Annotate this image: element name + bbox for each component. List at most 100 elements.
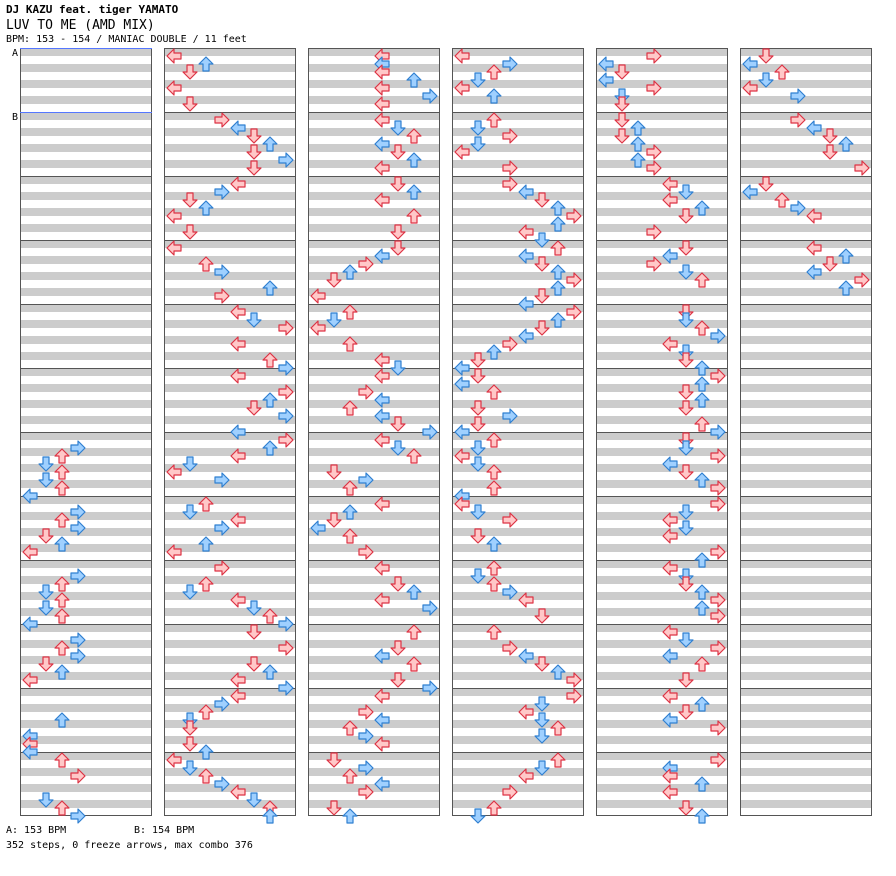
beat-stripe [740, 240, 872, 248]
beat-stripe [20, 608, 152, 616]
beat-stripe [308, 608, 440, 616]
left-arrow-icon [374, 136, 390, 152]
beat-stripe [596, 224, 728, 232]
left-arrow-icon [374, 80, 390, 96]
beat-stripe [308, 240, 440, 248]
up-arrow-icon [406, 448, 422, 464]
down-arrow-icon [182, 736, 198, 752]
beat-stripe [20, 400, 152, 408]
beat-stripe [20, 80, 152, 88]
beat-stripe [308, 208, 440, 216]
beat-stripe [596, 624, 728, 632]
down-arrow-icon [758, 72, 774, 88]
beat-stripe [164, 400, 296, 408]
down-arrow-icon [246, 128, 262, 144]
left-arrow-icon [374, 712, 390, 728]
down-arrow-icon [678, 264, 694, 280]
up-arrow-icon [54, 480, 70, 496]
down-arrow-icon [390, 176, 406, 192]
beat-stripe [740, 640, 872, 648]
left-arrow-icon [518, 704, 534, 720]
up-arrow-icon [54, 512, 70, 528]
left-arrow-icon [22, 488, 38, 504]
beat-stripe [740, 624, 872, 632]
chart-column [308, 48, 440, 816]
beat-stripe [20, 336, 152, 344]
beat-stripe [452, 624, 584, 632]
right-arrow-icon [422, 88, 438, 104]
right-arrow-icon [710, 608, 726, 624]
beat-stripe [740, 720, 872, 728]
left-arrow-icon [662, 512, 678, 528]
up-arrow-icon [342, 808, 358, 824]
up-arrow-icon [54, 536, 70, 552]
right-arrow-icon [358, 256, 374, 272]
beat-stripe [308, 352, 440, 360]
right-arrow-icon [278, 616, 294, 632]
column-border [164, 48, 296, 816]
beat-stripe [452, 672, 584, 680]
left-arrow-icon [230, 336, 246, 352]
up-arrow-icon [486, 432, 502, 448]
beat-stripe [164, 256, 296, 264]
left-arrow-icon [230, 512, 246, 528]
down-arrow-icon [678, 704, 694, 720]
down-arrow-icon [678, 312, 694, 328]
beat-stripe [20, 256, 152, 264]
left-arrow-icon [374, 368, 390, 384]
beat-stripe [20, 496, 152, 504]
left-arrow-icon [374, 392, 390, 408]
left-arrow-icon [806, 208, 822, 224]
down-arrow-icon [470, 352, 486, 368]
beat-stripe [164, 352, 296, 360]
down-arrow-icon [246, 624, 262, 640]
beat-stripe [452, 240, 584, 248]
right-arrow-icon [710, 720, 726, 736]
up-arrow-icon [550, 264, 566, 280]
up-arrow-icon [550, 720, 566, 736]
right-arrow-icon [70, 648, 86, 664]
beat-stripe [164, 128, 296, 136]
right-arrow-icon [710, 640, 726, 656]
up-arrow-icon [630, 136, 646, 152]
beat-stripe [740, 496, 872, 504]
right-arrow-icon [502, 160, 518, 176]
chart-column [452, 48, 584, 816]
beat-stripe [308, 528, 440, 536]
left-arrow-icon [374, 432, 390, 448]
beat-stripe [308, 784, 440, 792]
beat-stripe [308, 288, 440, 296]
chart-info: BPM: 153 - 154 / MANIAC DOUBLE / 11 feet [6, 34, 247, 45]
beat-stripe [20, 512, 152, 520]
left-arrow-icon [662, 560, 678, 576]
beat-stripe [164, 608, 296, 616]
up-arrow-icon [54, 752, 70, 768]
up-arrow-icon [342, 720, 358, 736]
up-arrow-icon [486, 800, 502, 816]
right-arrow-icon [422, 600, 438, 616]
up-arrow-icon [198, 576, 214, 592]
left-arrow-icon [166, 80, 182, 96]
down-arrow-icon [534, 256, 550, 272]
up-arrow-icon [406, 184, 422, 200]
up-arrow-icon [486, 64, 502, 80]
down-arrow-icon [246, 160, 262, 176]
up-arrow-icon [774, 64, 790, 80]
up-arrow-icon [486, 536, 502, 552]
down-arrow-icon [534, 696, 550, 712]
beat-stripe [452, 656, 584, 664]
up-arrow-icon [694, 776, 710, 792]
beat-stripe [308, 64, 440, 72]
beat-stripe [740, 112, 872, 120]
beat-stripe [596, 576, 728, 584]
down-arrow-icon [182, 96, 198, 112]
down-arrow-icon [246, 144, 262, 160]
left-arrow-icon [662, 336, 678, 352]
left-arrow-icon [806, 264, 822, 280]
right-arrow-icon [646, 256, 662, 272]
down-arrow-icon [758, 176, 774, 192]
right-arrow-icon [214, 184, 230, 200]
beat-stripe [596, 160, 728, 168]
up-arrow-icon [550, 280, 566, 296]
